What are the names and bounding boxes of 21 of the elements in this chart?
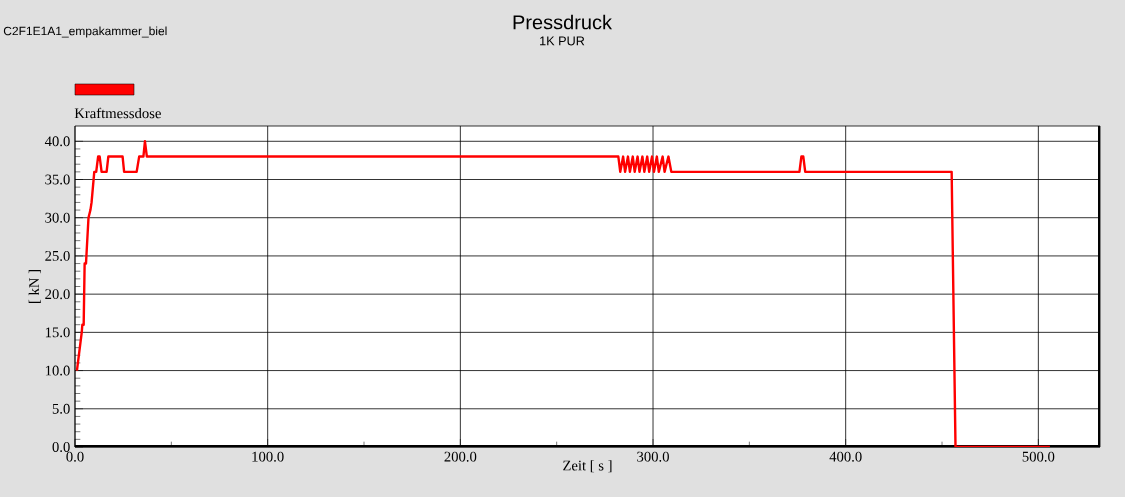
y-tick-label: 0.0 xyxy=(52,442,70,452)
text: C2F1E1A1_empakammer_biel xyxy=(3,26,167,38)
y-tick-label: 35.0 xyxy=(45,174,70,185)
chart-subtitle: 1K PUR xyxy=(540,36,585,46)
chart-title: Pressdruck xyxy=(513,14,613,30)
x-tick-label: 0.0 xyxy=(66,451,84,462)
x-tick-label: 200.0 xyxy=(444,451,477,462)
y-tick-label: 25.0 xyxy=(45,250,70,261)
y-tick-label: 40.0 xyxy=(44,136,70,147)
y-tick-label: 15.0 xyxy=(45,327,70,338)
x-axis-title: Zeit [ s ] xyxy=(563,460,612,473)
legend-label: Kraftmessdose xyxy=(74,107,161,119)
x-tick-label: 500.0 xyxy=(1022,451,1055,462)
y-tick-label: 10.0 xyxy=(45,365,70,376)
y-axis-title: [ kN ] xyxy=(28,270,41,303)
x-tick-label: 400.0 xyxy=(829,451,862,462)
x-tick-label: 100.0 xyxy=(252,451,284,462)
y-tick-label: 20.0 xyxy=(45,289,70,300)
y-tick-label: 5.0 xyxy=(52,403,70,414)
y-tick-label: 30.0 xyxy=(45,212,70,223)
x-tick-label: 300.0 xyxy=(637,451,669,462)
